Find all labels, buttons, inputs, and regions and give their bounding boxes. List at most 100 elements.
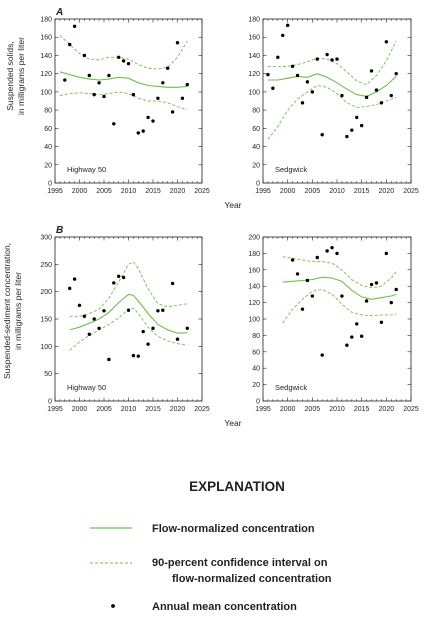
y-tick-label: 140 — [40, 53, 52, 60]
annual-mean-point — [107, 357, 111, 362]
annual-mean-point — [310, 294, 315, 298]
annual-mean-point — [126, 308, 131, 312]
annual-mean-point — [315, 255, 319, 260]
y-tick-label: 160 — [40, 35, 52, 42]
annual-mean-point — [68, 286, 72, 291]
y-tick-label: 20 — [252, 162, 260, 169]
annual-mean-point — [335, 57, 339, 61]
legend: EXPLANATION Flow-normalized concentratio… — [90, 479, 332, 613]
y-tick-label: 100 — [248, 317, 260, 324]
flow-normalized-line — [267, 73, 397, 97]
confidence-lower-line — [282, 289, 397, 324]
y-tick-label: 80 — [252, 108, 260, 115]
annual-mean-point — [359, 123, 364, 128]
annual-mean-point — [340, 294, 344, 298]
annual-mean-point — [295, 73, 300, 78]
annual-mean-point — [102, 309, 106, 313]
annual-mean-point — [112, 281, 116, 285]
annual-mean-point — [364, 299, 369, 303]
x-tick-label: 2010 — [121, 406, 137, 413]
x-tick-label: 2020 — [379, 188, 395, 195]
y-tick-label: 200 — [40, 289, 52, 296]
x-tick-label: 1995 — [47, 188, 63, 195]
legend-confidence-label-line2: flow-normalized concentration — [172, 573, 332, 585]
annual-mean-point — [320, 133, 324, 137]
annual-mean-point — [92, 317, 96, 321]
annual-mean-point — [281, 33, 285, 38]
annual-mean-point — [364, 95, 369, 100]
annual-mean-point — [285, 23, 290, 28]
annual-mean-point — [389, 300, 393, 305]
annual-mean-point — [290, 64, 295, 69]
y-tick-label: 0 — [48, 181, 52, 188]
x-tick-label: 2010 — [329, 188, 345, 195]
annual-mean-point — [136, 354, 140, 358]
annual-mean-point — [335, 251, 339, 256]
annual-mean-point — [290, 258, 295, 262]
x-tick-label: 2020 — [170, 188, 186, 195]
plot-frame — [262, 236, 412, 402]
annual-mean-point — [97, 326, 101, 330]
x-tick-label: 2000 — [280, 188, 296, 195]
annual-mean-point — [112, 122, 116, 126]
annual-mean-point — [359, 334, 364, 338]
x-tick-label: 1995 — [255, 188, 271, 195]
chart-panel-2: 1995 2000 2005 2010 2015 2020 2025 0 20 40 60 80 100… — [248, 17, 419, 196]
y-tick-label: 140 — [248, 284, 260, 291]
site-label: Highway 50 — [67, 165, 106, 174]
x-tick-label: 2025 — [194, 406, 210, 413]
x-tick-label: 2005 — [96, 406, 112, 413]
x-tick-label: 2000 — [280, 406, 296, 413]
plot-frame — [54, 236, 203, 402]
y-tick-label: 140 — [248, 53, 260, 60]
confidence-upper-line — [69, 261, 188, 317]
annual-mean-point — [141, 129, 145, 133]
annual-mean-point — [320, 353, 324, 357]
panel-letter: B — [56, 225, 63, 236]
y-tick-label: 180 — [40, 17, 52, 24]
annual-mean-point — [131, 353, 136, 358]
x-tick-label: 2020 — [379, 406, 395, 413]
annual-mean-point — [350, 128, 354, 132]
annual-mean-point — [161, 308, 165, 312]
y-tick-label: 200 — [248, 235, 260, 242]
annual-mean-point — [126, 61, 131, 66]
row-b-ylabel-line2: in milligrams per liter — [13, 272, 23, 350]
annual-mean-point — [170, 110, 175, 114]
chart-panel-4: 1995 2000 2005 2010 2015 2020 2025 0 20 40 60 80 100… — [248, 235, 419, 414]
annual-mean-point — [82, 314, 87, 318]
annual-mean-point — [325, 249, 329, 253]
annual-mean-point — [146, 115, 150, 120]
annual-mean-point — [374, 281, 379, 285]
annual-mean-point — [345, 134, 349, 139]
x-tick-label: 2015 — [354, 406, 370, 413]
annual-mean-point — [136, 131, 140, 135]
annual-mean-point — [355, 115, 359, 120]
annual-mean-point — [72, 277, 77, 281]
confidence-lower-line — [59, 91, 188, 111]
annual-mean-point — [117, 55, 121, 59]
legend-confidence-label-line1: 90-percent confidence interval on — [152, 557, 328, 569]
annual-mean-point — [156, 96, 160, 100]
y-tick-label: 300 — [40, 235, 52, 242]
site-label: Highway 50 — [67, 383, 106, 392]
y-tick-label: 20 — [44, 162, 52, 169]
annual-mean-point — [170, 281, 175, 286]
y-tick-label: 0 — [256, 399, 260, 406]
y-tick-label: 80 — [252, 333, 260, 340]
annual-mean-point — [295, 272, 300, 276]
annual-mean-point — [68, 42, 72, 47]
annual-mean-point — [63, 78, 67, 82]
x-tick-label: 1995 — [47, 406, 63, 413]
row-b-ylabel-line1: Suspended-sediment concentration, — [2, 243, 12, 379]
annual-mean-point — [315, 57, 319, 61]
y-tick-label: 40 — [252, 366, 260, 373]
annual-mean-point — [87, 332, 92, 337]
legend-title: EXPLANATION — [189, 479, 285, 494]
annual-mean-point — [305, 80, 310, 84]
annual-mean-point — [271, 86, 275, 90]
plot-frame — [262, 18, 412, 184]
y-tick-label: 100 — [40, 89, 52, 96]
annual-mean-point — [379, 101, 384, 105]
